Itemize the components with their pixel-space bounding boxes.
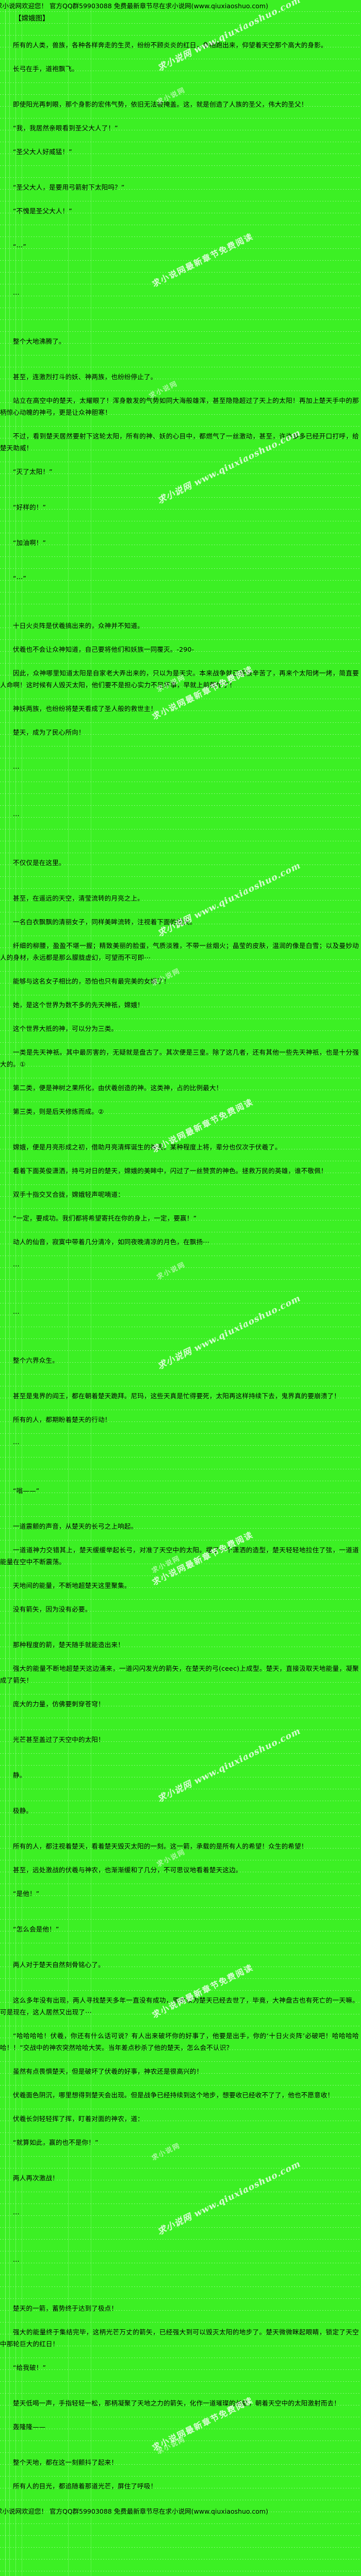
paragraph: 伏羲长剑轻轻挥了挥，盯着对面的神农，道： [13,2115,144,2123]
site-banner-top: 求小说网欢迎您！ 官方QQ群59903088 免费最新章节尽在求小说网(www.… [0,2,268,10]
paragraph: “好样的！” [13,503,46,511]
paragraph: 所有的人，都注视着楚天，看着楚天毁灭太阳的一刻。这一箭，承载的是所有人的希望！众… [13,1842,308,1850]
paragraph: 纤细的柳腰，盈盈不堪一握；精致美丽的脸蛋，气质淡雅，不带一丝烟火；晶莹的皮肤，温… [0,942,359,961]
paragraph: “圣父大人，是要用弓箭射下太阳吗？” [13,183,125,191]
paragraph: “嗡——” [13,1487,40,1495]
paragraph: 双手十指交叉合拢，嫦娥轻声呢喃道： [13,1191,124,1198]
paragraph: 天地间的能量，不断地超楚天这里聚集。 [13,1582,131,1589]
paragraph: 不仅仅是在这里。 [13,859,65,867]
paragraph: ⋯ [13,764,20,772]
paragraph: 动人的仙音，寂寞中带着几分清冷，如同夜晚清凉的月色，在飘扬⋯ [13,1238,210,1246]
paragraph: 强大的能量不断地超楚天这边涌来，一道闪闪发光的箭矢，在楚天的弓(ceec)上成型… [0,1665,359,1684]
paragraph: “⋯” [13,243,27,250]
paragraph: ⋯ [13,2257,20,2265]
paragraph: 一名白衣飘飘的清丽女子，同样美眸流转，注视着下面的楚天。 [13,918,196,926]
paragraph: 甚至，连激烈打斗的妖、神两族，也纷纷停止了。 [13,373,157,381]
paragraph: 第二类，便是神树之果所化，由伏羲创造的神。这类神，占的比例最大！ [13,1084,223,1092]
paragraph: ⋯ [13,290,20,298]
paragraph: “给我破！” [13,2364,46,2371]
paragraph: 她，是这个世界为数不多的先天神祇，嫦娥！ [13,1001,144,1009]
paragraph: “⋯” [13,574,27,582]
paragraph: 即使阳光再刺眼，那个身影的宏伟气势，依旧无法被掩盖。这，就是创造了人族的圣父，伟… [13,100,308,108]
paragraph: 强大的能量终于集结完毕，这柄光芒万丈的箭矢，已经强大到可以毁灭太阳的地步了。楚天… [0,2328,359,2348]
paragraph: 这么多年没有出现，两人寻找楚天多年一直没有成功，原本以为楚天已经去世了，毕竟，大… [0,1996,359,2016]
paragraph: 没有箭矢，因为没有必要。 [13,1605,92,1613]
paragraph: 两人再次激战！ [13,2174,59,2182]
paragraph: 极静。 [13,1807,33,1815]
paragraph: 甚至，在遥远的天空，清莹流转的月亮之上。 [13,894,144,902]
paragraph: ⋯ [13,1309,20,1317]
paragraph: “灭了太阳！” [13,468,53,476]
paragraph: 一道震颤的声音，从楚天的长弓之上响起。 [13,1522,138,1530]
chapter-title: 【嫦娥图】 [14,14,50,23]
paragraph: “圣父大人好威猛！” [13,148,72,156]
paragraph: 整个六界众生。 [13,1357,59,1364]
paragraph: 能够与这名女子相比的，恐怕也只有最完美的女娲了！ [13,977,170,985]
paragraph: 那种程度的箭，楚天随手就能造出来！ [13,1641,124,1649]
paragraph: 所有的人类，兽族，各种各样奔走的生灵，纷纷不顾炎炎的红日，争相跑出来，仰望着天空… [13,41,327,49]
paragraph: “我，我居然亲眼看到圣父大人了！” [13,124,118,132]
paragraph: 所有的人，都期盼着楚天的行动！ [13,1416,111,1423]
paragraph: “是他！” [13,1890,40,1897]
paragraph: 长弓在手，道袍飘飞。 [13,65,79,73]
paragraph: 所有人的目光，都追随着那道光芒，屏住了呼吸！ [13,2482,157,2490]
paragraph: 看着下面英俊潇洒，持弓对日的楚天，嫦娥的美眸中，闪过了一丝赞赏的神色。拯救万民的… [13,1167,327,1175]
paragraph: 十日火炎阵是伏羲搞出来的，众神并不知道。 [13,622,144,630]
paragraph: 甚至是鬼界的阎王，都在朝着楚天跪拜。尼玛，这些天真是忙得要死，太阳再这样持续下去… [13,1392,341,1400]
paragraph: 一类是先天神祇。其中最厉害的，无疑就是盘古了。其次便是三皇。除了这几者，还有其他… [0,1048,359,1068]
paragraph: “加油啊！” [13,539,46,547]
paragraph: 甚至，远处激战的伏羲与神农，也渐渐缓和了几分，不可思议地看着楚天这边。 [13,1866,242,1874]
paragraph: 虽然有点畏惧楚天，但是破坏了伏羲的好事，神农还是很高兴的！ [13,2067,203,2075]
paragraph: 静。 [13,1771,26,1779]
paragraph: 一道道神力交错其上，楚天缓缓举起长弓，对准了天空中的太阳。摆了一个潇洒的造型，楚… [0,1546,359,1566]
paragraph: 轰隆隆—— [13,2423,46,2431]
paragraph: “就算如此，赢的也不是你！” [13,2139,99,2146]
paragraph: 整个大地沸腾了。 [13,337,65,345]
paragraph: “怎么会是他！” [13,1925,59,1933]
paragraph: 嫦娥，便是月亮形成之初，借助月亮清辉诞生的神灵。某种程度上将，辈分也仅次于伏羲了… [13,1143,282,1151]
paragraph: 不过，看到楚天居然要射下这轮太阳，所有的神、妖的心目中，都燃气了一丝激动，甚至，… [0,432,359,452]
novel-page: 求小说网欢迎您！ 官方QQ群59903088 免费最新章节尽在求小说网(www.… [0,2,361,2515]
paragraph: 第三类，则是后天修炼而成。② [13,1108,104,1115]
paragraph: 这个世界大抵的神，可以分为三类。 [13,1025,118,1032]
paragraph: “哈哈哈哈！伏羲，你还有什么话可说？有人出来破坏你的好事了，他要是出手，你的‘十… [0,2032,359,2052]
paragraph: 楚天的一箭，蓄势终于达到了极点！ [13,2304,118,2312]
paragraph: “一定，要成功。我们都将希望寄托在你的身上，一定，要赢！” [13,1214,197,1222]
paragraph: 因此，众神哪里知道太阳是自家老大弄出来的，只以为是天灾。本来战争就已经很辛苦了，… [0,669,359,689]
paragraph: 楚天低喝一声，手指轻轻一松，那柄凝聚了天地之力的箭矢，化作一道璀璨的长虹，朝着天… [13,2399,341,2407]
paragraph: 光芒甚至盖过了天空中的太阳！ [13,1736,105,1743]
paragraph: 楚天，成为了民心所向！ [13,728,85,736]
paragraph: ⋯ [13,1262,20,1269]
paragraph: 伏羲面色阴沉，哪里想得到楚天会出现。但是战争已经持续到这个地步，想要收已经收不了… [13,2091,334,2099]
paragraph: ⋯ [13,2210,20,2217]
chapter-body: 所有的人类，兽族，各种各样奔走的生灵，纷纷不顾炎炎的红日，争相跑出来，仰望着天空… [0,39,361,2492]
paragraph: 整个天地，都在这一刻颤抖了起来！ [13,2459,118,2466]
paragraph: 庞大的力量，仿佛要刺穿苍穹！ [13,1700,105,1708]
paragraph: 神妖两族，也纷纷将楚天看成了圣人般的救世主！ [13,705,157,713]
paragraph: “不愧是圣父大人！” [13,207,72,215]
paragraph: 伏羲也不会让众神知道，自己要将他们和妖族一同覆灭。-290- [13,646,194,653]
paragraph: ⋯ [13,1439,20,1447]
site-banner-bottom: 求小说网欢迎您！ 官方QQ群59903088 免费最新章节尽在求小说网(www.… [0,2507,268,2515]
paragraph: 两人对于楚天自然刻骨铭心了。 [13,1961,105,1969]
paragraph: 站立在高空中的楚天，太耀眼了！浑身散发的气势如同大海般雄浑，甚至隐隐超过了天上的… [0,397,359,416]
paragraph: ⋯ [13,811,20,819]
